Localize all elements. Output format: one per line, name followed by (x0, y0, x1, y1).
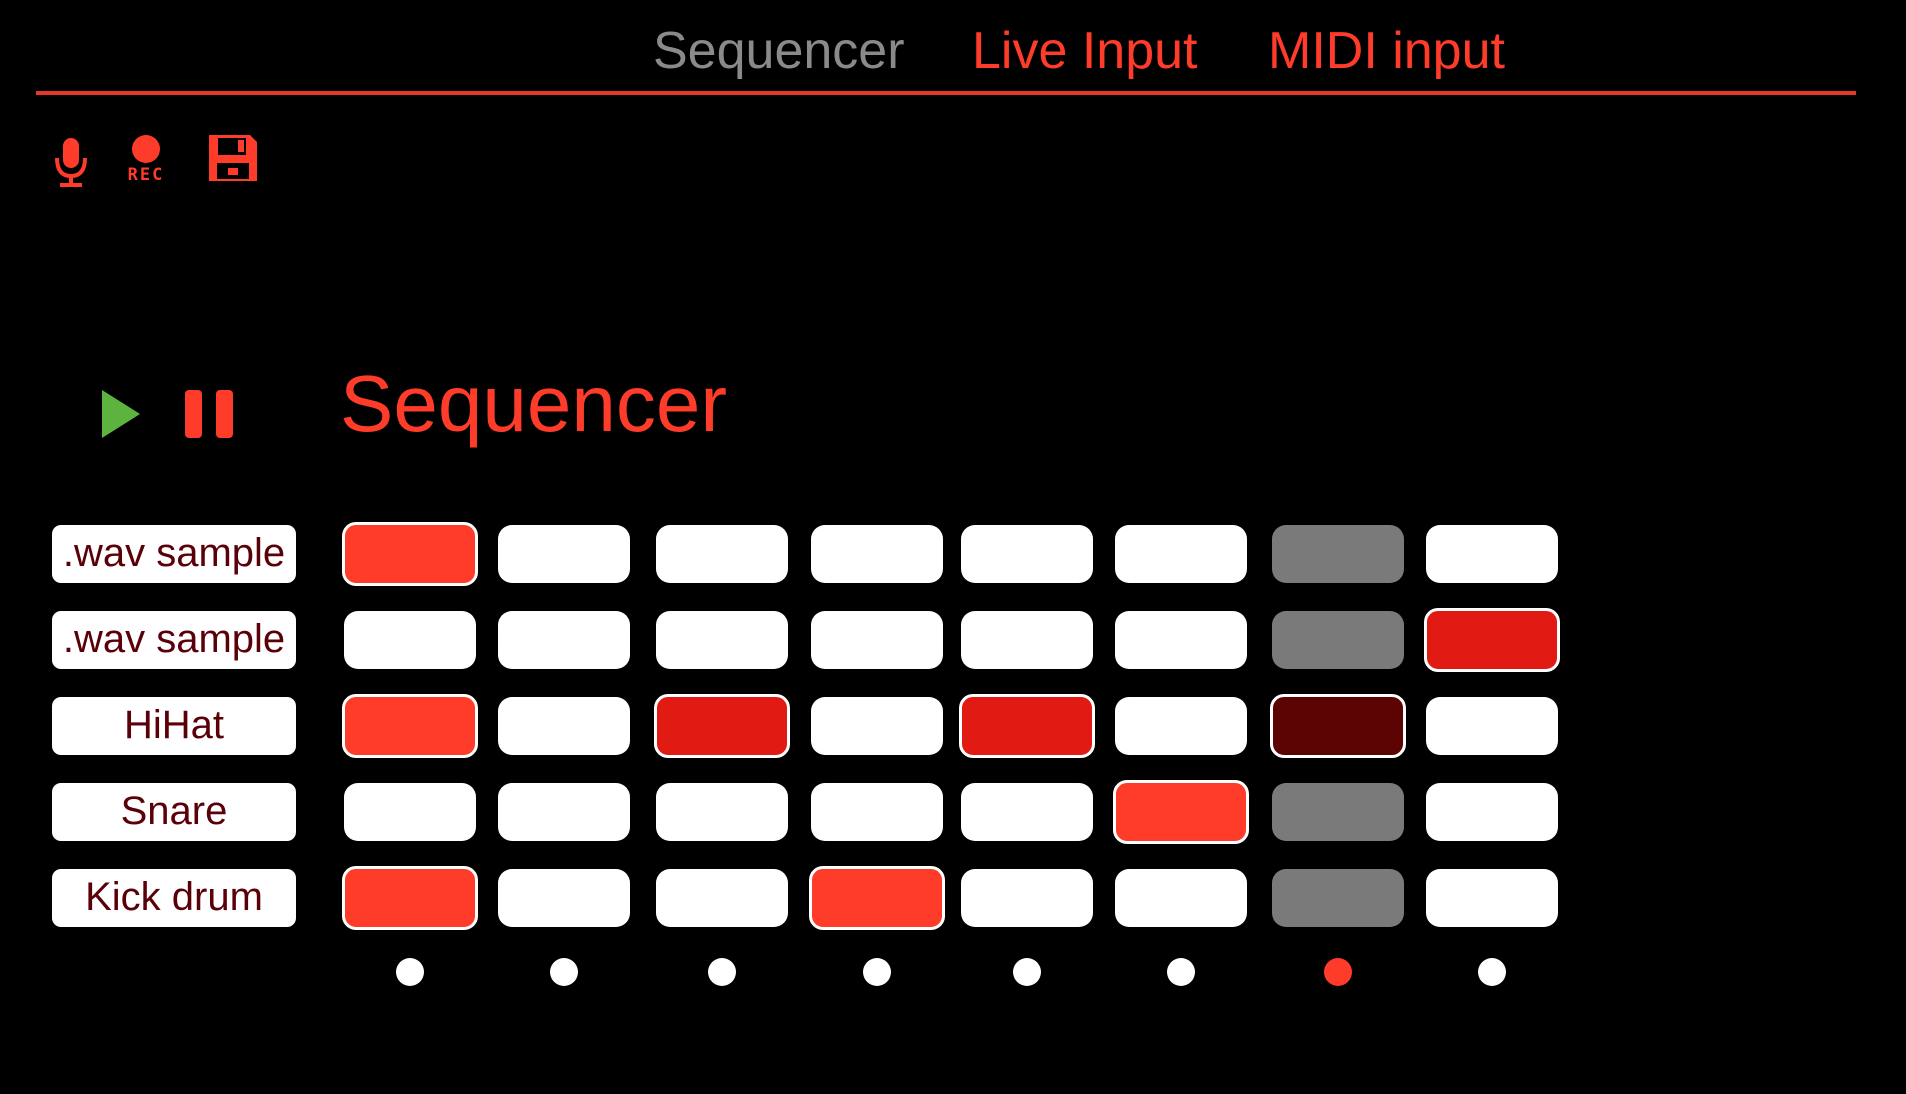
step-pad[interactable] (656, 611, 788, 669)
step-pad[interactable] (1272, 783, 1404, 841)
step-pad[interactable] (656, 869, 788, 927)
step-pad[interactable] (1115, 697, 1247, 755)
step-pad[interactable] (1426, 783, 1558, 841)
step-pad[interactable] (342, 522, 478, 586)
step-pad[interactable] (961, 783, 1093, 841)
step-pad[interactable] (809, 866, 945, 930)
top-nav: Sequencer Live Input MIDI input (0, 18, 1906, 84)
step-pad[interactable] (654, 694, 790, 758)
step-pad[interactable] (1426, 869, 1558, 927)
save-icon (209, 135, 257, 181)
step-pad[interactable] (961, 869, 1093, 927)
step-pad[interactable] (498, 611, 630, 669)
step-pad[interactable] (1115, 611, 1247, 669)
page-title: Sequencer (340, 359, 727, 448)
step-indicator (708, 958, 736, 986)
step-pad[interactable] (498, 697, 630, 755)
step-pad[interactable] (656, 783, 788, 841)
save-button[interactable] (206, 132, 260, 192)
pause-icon (185, 390, 233, 438)
instrument-label[interactable]: Kick drum (52, 869, 296, 927)
step-pad[interactable] (342, 694, 478, 758)
instrument-label[interactable]: .wav sample (52, 611, 296, 669)
microphone-icon (55, 138, 87, 187)
step-pad[interactable] (1272, 869, 1404, 927)
step-pad[interactable] (1270, 694, 1406, 758)
tab-sequencer[interactable]: Sequencer (653, 22, 905, 80)
step-indicator (1167, 958, 1195, 986)
step-pad[interactable] (959, 694, 1095, 758)
pause-button[interactable] (184, 388, 236, 440)
step-pad[interactable] (344, 783, 476, 841)
instrument-label[interactable]: .wav sample (52, 525, 296, 583)
play-button[interactable] (100, 388, 142, 440)
step-indicator (396, 958, 424, 986)
step-pad[interactable] (811, 697, 943, 755)
step-pad[interactable] (498, 525, 630, 583)
step-indicator (1478, 958, 1506, 986)
step-pad[interactable] (1426, 525, 1558, 583)
microphone-button[interactable] (52, 132, 92, 192)
instrument-label[interactable]: Snare (52, 783, 296, 841)
step-pad[interactable] (1272, 611, 1404, 669)
step-pad[interactable] (1113, 780, 1249, 844)
record-icon (132, 135, 160, 163)
tab-live-input[interactable]: Live Input (972, 22, 1198, 80)
step-pad[interactable] (1115, 869, 1247, 927)
step-pad[interactable] (1115, 525, 1247, 583)
step-pad[interactable] (498, 869, 630, 927)
step-indicator (863, 958, 891, 986)
record-button[interactable]: REC (118, 132, 174, 192)
step-pad[interactable] (656, 525, 788, 583)
record-label: REC (127, 165, 165, 185)
step-pad[interactable] (811, 611, 943, 669)
step-pad[interactable] (1424, 608, 1560, 672)
step-pad[interactable] (1426, 697, 1558, 755)
step-pad[interactable] (498, 783, 630, 841)
step-indicator-active (1324, 958, 1352, 986)
instrument-label[interactable]: HiHat (52, 697, 296, 755)
nav-divider (36, 91, 1856, 95)
step-pad[interactable] (961, 611, 1093, 669)
step-indicator (550, 958, 578, 986)
tab-midi-input[interactable]: MIDI input (1268, 22, 1505, 80)
step-pad[interactable] (961, 525, 1093, 583)
step-pad[interactable] (342, 866, 478, 930)
play-icon (102, 390, 140, 438)
step-pad[interactable] (811, 783, 943, 841)
step-pad[interactable] (344, 611, 476, 669)
step-pad[interactable] (811, 525, 943, 583)
step-indicator (1013, 958, 1041, 986)
step-pad[interactable] (1272, 525, 1404, 583)
